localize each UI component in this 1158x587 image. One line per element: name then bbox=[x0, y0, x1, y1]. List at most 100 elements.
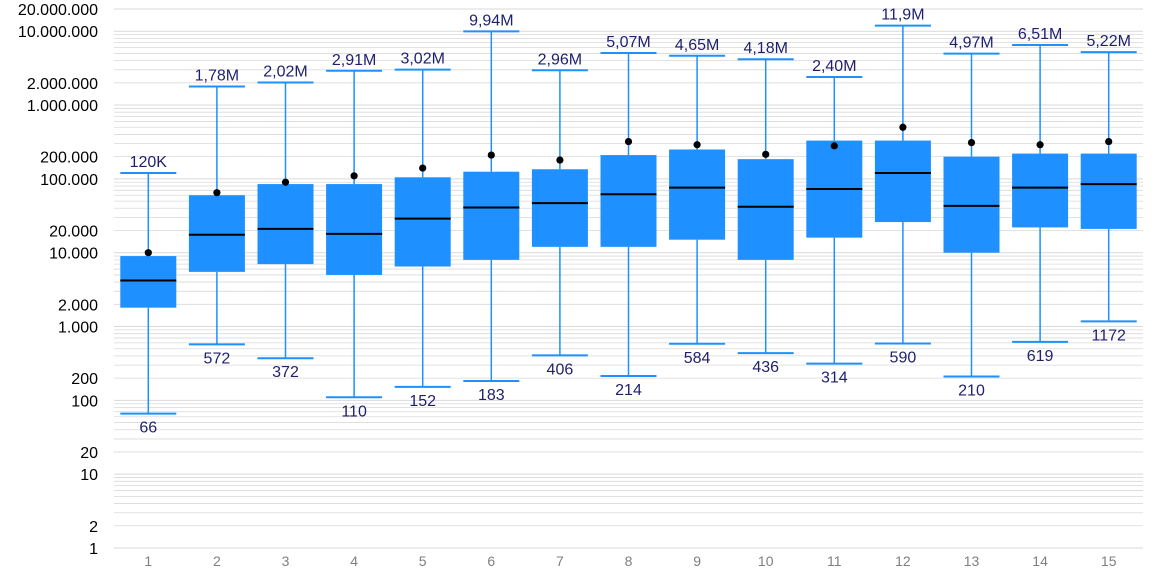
y-tick-label: 100 bbox=[71, 393, 98, 410]
box-iqr bbox=[120, 256, 177, 308]
x-tick-label: 7 bbox=[556, 553, 564, 569]
x-tick-label: 8 bbox=[625, 553, 633, 569]
box-iqr bbox=[943, 156, 1000, 253]
box-iqr bbox=[1012, 153, 1069, 228]
x-tick-label: 10 bbox=[758, 553, 774, 569]
box-iqr bbox=[394, 177, 451, 267]
box-iqr bbox=[874, 140, 931, 223]
max-data-label: 2,40M bbox=[812, 58, 856, 75]
y-tick-label: 2.000 bbox=[58, 297, 98, 314]
box-15: 5,22M 1172 bbox=[1080, 33, 1137, 344]
mean-marker bbox=[213, 189, 221, 197]
min-data-label: 584 bbox=[684, 350, 711, 367]
x-tick-label: 6 bbox=[487, 553, 495, 569]
max-data-label: 4,65M bbox=[675, 37, 719, 54]
min-data-label: 372 bbox=[272, 364, 299, 381]
mean-marker bbox=[144, 249, 152, 257]
max-data-label: 11,9M bbox=[881, 7, 924, 24]
mean-marker bbox=[762, 150, 770, 158]
mean-marker bbox=[967, 138, 976, 147]
y-tick-label: 100.000 bbox=[40, 172, 98, 189]
x-tick-label: 11 bbox=[827, 553, 842, 569]
box-1: 120K 66 bbox=[120, 154, 177, 437]
max-data-label: 1,78M bbox=[195, 68, 239, 85]
max-data-label: 2,91M bbox=[332, 52, 376, 69]
max-data-label: 9,94M bbox=[469, 12, 513, 29]
y-tick-label: 10.000 bbox=[49, 246, 98, 263]
min-data-label: 314 bbox=[821, 370, 848, 387]
mean-marker bbox=[693, 141, 701, 149]
mean-marker bbox=[1105, 137, 1113, 146]
box-4: 2,91M 110 bbox=[326, 52, 383, 420]
box-5: 3,02M 152 bbox=[394, 51, 451, 410]
x-tick-label: 12 bbox=[895, 553, 911, 569]
min-data-label: 619 bbox=[1027, 348, 1054, 365]
min-data-label: 210 bbox=[958, 383, 985, 400]
y-tick-label: 10 bbox=[80, 467, 98, 484]
x-tick-label: 13 bbox=[964, 553, 980, 569]
x-tick-label: 15 bbox=[1101, 553, 1117, 569]
mean-marker bbox=[899, 123, 907, 131]
mean-marker bbox=[1036, 141, 1044, 149]
mean-marker bbox=[487, 151, 495, 159]
x-axis-tick-labels: 1 2 3 4 5 6 7 8 9 10 11 12 13 14 15 bbox=[144, 553, 1116, 569]
max-data-label: 5,22M bbox=[1086, 33, 1130, 50]
box-2: 1,78M 572 bbox=[188, 68, 245, 367]
box-11: 2,40M 314 bbox=[806, 58, 863, 387]
x-tick-label: 2 bbox=[213, 553, 221, 569]
max-data-label: 5,07M bbox=[606, 34, 650, 51]
max-data-label: 4,18M bbox=[743, 40, 787, 57]
max-data-label: 6,51M bbox=[1018, 26, 1062, 43]
box-3: 2,02M 372 bbox=[257, 64, 314, 381]
y-tick-label: 20.000.000 bbox=[18, 2, 98, 19]
mean-marker bbox=[624, 137, 633, 146]
max-data-label: 2,02M bbox=[263, 64, 307, 81]
x-tick-label: 14 bbox=[1032, 553, 1048, 569]
y-tick-label: 2 bbox=[89, 519, 98, 536]
x-tick-label: 9 bbox=[693, 553, 701, 569]
min-data-label: 1172 bbox=[1091, 327, 1126, 344]
mean-marker bbox=[281, 178, 290, 186]
mean-marker bbox=[419, 164, 427, 172]
y-tick-label: 2.000.000 bbox=[27, 76, 98, 93]
box-9: 4,65M 584 bbox=[669, 37, 726, 367]
min-data-label: 436 bbox=[752, 359, 779, 376]
y-tick-label: 20 bbox=[80, 445, 98, 462]
box-iqr bbox=[531, 169, 588, 247]
box-12: 11,9M 590 bbox=[874, 7, 931, 366]
y-tick-label: 1.000.000 bbox=[27, 98, 98, 115]
max-data-label: 4,97M bbox=[949, 35, 993, 52]
min-data-label: 183 bbox=[478, 387, 505, 404]
max-data-label: 120K bbox=[130, 154, 168, 171]
box-iqr bbox=[188, 195, 245, 272]
box-iqr bbox=[737, 159, 794, 260]
box-iqr bbox=[463, 171, 520, 260]
box-series: 120K 66 1,78M 572 2,02M 372 2,91M 110 3,02M 152 9,… bbox=[120, 7, 1137, 437]
box-iqr bbox=[326, 184, 383, 275]
mean-marker bbox=[350, 172, 358, 180]
mean-marker bbox=[556, 156, 564, 164]
box-iqr bbox=[1080, 153, 1137, 229]
x-tick-label: 3 bbox=[282, 553, 290, 569]
mean-marker bbox=[830, 142, 838, 150]
box-7: 2,96M 406 bbox=[531, 51, 588, 378]
y-tick-label: 200.000 bbox=[40, 150, 98, 167]
box-iqr bbox=[600, 155, 657, 247]
x-tick-label: 1 bbox=[144, 553, 152, 569]
y-tick-label: 10.000.000 bbox=[18, 24, 98, 41]
min-data-label: 110 bbox=[341, 403, 367, 420]
min-data-label: 572 bbox=[204, 350, 231, 367]
y-axis-tick-labels: 20.000.000 10.000.000 2.000.000 1.000.000 20… bbox=[18, 2, 98, 558]
box-iqr bbox=[669, 149, 726, 240]
x-tick-label: 4 bbox=[350, 553, 358, 569]
box-iqr bbox=[257, 184, 314, 265]
box-6: 9,94M 183 bbox=[463, 12, 520, 404]
min-data-label: 66 bbox=[139, 420, 157, 437]
y-tick-label: 1.000 bbox=[58, 320, 98, 337]
y-tick-label: 20.000 bbox=[49, 223, 98, 240]
max-data-label: 3,02M bbox=[400, 51, 444, 68]
y-tick-label: 200 bbox=[71, 371, 98, 388]
min-data-label: 590 bbox=[890, 349, 917, 366]
box-8: 5,07M 214 bbox=[600, 34, 657, 399]
